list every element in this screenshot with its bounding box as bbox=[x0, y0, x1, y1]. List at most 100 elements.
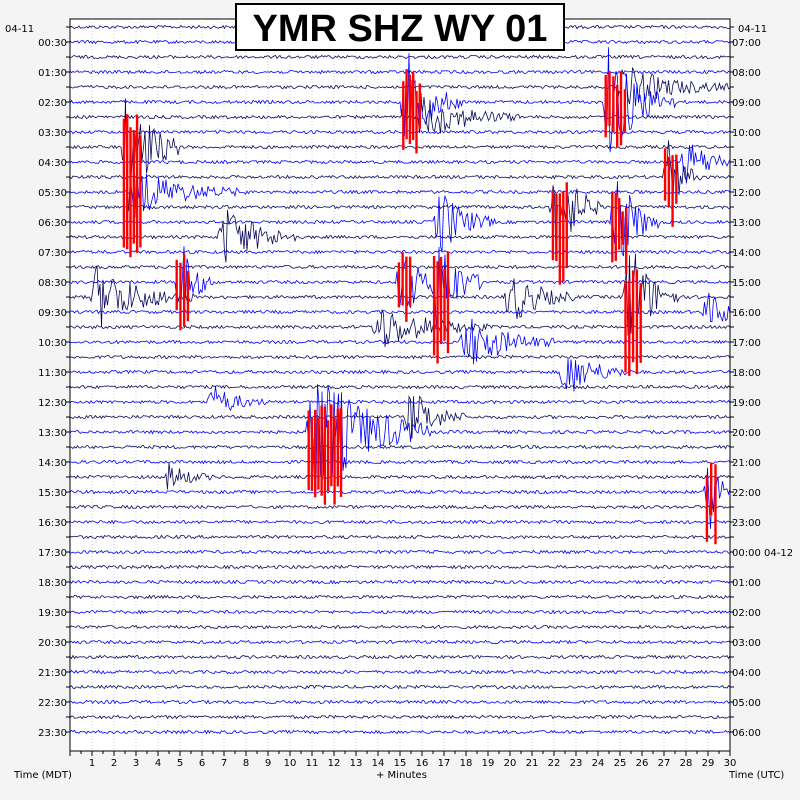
x-tick-label: 14 bbox=[372, 758, 385, 769]
left-tick-label: 22:30 bbox=[38, 698, 67, 709]
right-tick-label: 15:00 bbox=[732, 278, 761, 289]
right-tick-label: 03:00 bbox=[732, 638, 761, 649]
left-date-label: 04-11 bbox=[5, 24, 34, 35]
left-tick-label: 14:30 bbox=[38, 458, 67, 469]
right-tick-label: 08:00 bbox=[732, 68, 761, 79]
trace-line bbox=[69, 639, 731, 645]
chart-title: YMR SHZ WY 01 bbox=[253, 8, 548, 50]
x-tick-label: 6 bbox=[199, 758, 205, 769]
right-tick-label: 02:00 bbox=[732, 608, 761, 619]
x-tick-label: 7 bbox=[221, 758, 227, 769]
x-tick-label: 4 bbox=[155, 758, 161, 769]
right-tick-label: 23:00 bbox=[732, 518, 761, 529]
right-tick-label: 00:00 04-12 bbox=[732, 548, 793, 559]
left-tick-label: 03:30 bbox=[38, 128, 67, 139]
trace-line bbox=[69, 384, 731, 390]
x-tick-label: 11 bbox=[306, 758, 319, 769]
left-tick-label: 10:30 bbox=[38, 338, 67, 349]
right-tick-label: 09:00 bbox=[732, 98, 761, 109]
trace-line bbox=[69, 534, 731, 540]
left-tick-label: 00:30 bbox=[38, 38, 67, 49]
right-tick-label: 07:00 bbox=[732, 38, 761, 49]
left-tick-label: 13:30 bbox=[38, 428, 67, 439]
x-axis-ticks: 1 2 3 4 5 6 7 8 9 10 11 12 13 14 15 16 17 18 19 20 21 22 23 24 2… bbox=[69, 751, 737, 769]
left-tick-label: 19:30 bbox=[38, 608, 67, 619]
trace-line bbox=[69, 594, 731, 600]
left-tick-label: 12:30 bbox=[38, 398, 67, 409]
x-tick-label: 28 bbox=[680, 758, 693, 769]
x-tick-label: 22 bbox=[548, 758, 561, 769]
trace-line bbox=[69, 729, 731, 735]
x-tick-label: 10 bbox=[284, 758, 297, 769]
x-tick-label: 9 bbox=[265, 758, 271, 769]
trace-line bbox=[69, 504, 731, 510]
trace-line bbox=[69, 354, 731, 360]
trace-line bbox=[69, 384, 731, 491]
right-tick-label: 21:00 bbox=[732, 458, 761, 469]
x-tick-label: 16 bbox=[416, 758, 429, 769]
x-tick-label: 17 bbox=[438, 758, 451, 769]
left-tick-label: 20:30 bbox=[38, 638, 67, 649]
right-tick-label: 06:00 bbox=[732, 728, 761, 739]
x-axis-label: + Minutes bbox=[376, 770, 427, 781]
left-tick-label: 06:30 bbox=[38, 218, 67, 229]
trace-line bbox=[69, 669, 731, 675]
left-tick-label: 04:30 bbox=[38, 158, 67, 169]
left-tick-label: 23:30 bbox=[38, 728, 67, 739]
x-tick-label: 27 bbox=[658, 758, 671, 769]
trace-line bbox=[69, 519, 731, 525]
left-axis-ticks: 00:30 01:30 02:30 03:30 04:30 05:30 06:30 07:30… bbox=[38, 26, 70, 739]
x-tick-label: 1 bbox=[89, 758, 95, 769]
trace-line bbox=[69, 579, 731, 585]
trace-line bbox=[69, 549, 731, 555]
trace-line bbox=[69, 98, 731, 212]
x-tick-label: 30 bbox=[724, 758, 737, 769]
left-tick-label: 05:30 bbox=[38, 188, 67, 199]
trace-line bbox=[69, 444, 731, 450]
x-tick-label: 8 bbox=[243, 758, 249, 769]
right-tick-label: 14:00 bbox=[732, 248, 761, 259]
left-tick-label: 02:30 bbox=[38, 98, 67, 109]
left-tick-label: 18:30 bbox=[38, 578, 67, 589]
x-tick-label: 18 bbox=[460, 758, 473, 769]
left-tick-label: 21:30 bbox=[38, 668, 67, 679]
x-tick-label: 26 bbox=[636, 758, 649, 769]
seismic-traces bbox=[69, 24, 731, 735]
right-tick-label: 11:00 bbox=[732, 158, 761, 169]
x-tick-label: 21 bbox=[526, 758, 539, 769]
left-axis-label: Time (MDT) bbox=[13, 770, 72, 781]
right-tick-label: 20:00 bbox=[732, 428, 761, 439]
right-tick-label: 16:00 bbox=[732, 308, 761, 319]
trace-line bbox=[69, 654, 731, 660]
x-tick-label: 19 bbox=[482, 758, 495, 769]
x-tick-label: 15 bbox=[394, 758, 407, 769]
left-tick-label: 07:30 bbox=[38, 248, 67, 259]
left-tick-label: 15:30 bbox=[38, 488, 67, 499]
trace-line bbox=[69, 173, 731, 218]
title-box bbox=[235, 3, 565, 51]
minute-grid bbox=[91, 19, 709, 751]
right-tick-label: 12:00 bbox=[732, 188, 761, 199]
x-tick-label: 24 bbox=[592, 758, 605, 769]
right-tick-label: 04:00 bbox=[732, 668, 761, 679]
x-tick-label: 12 bbox=[328, 758, 341, 769]
x-tick-label: 20 bbox=[504, 758, 517, 769]
trace-line bbox=[69, 684, 731, 690]
trace-line bbox=[69, 358, 731, 392]
right-axis-label: Time (UTC) bbox=[728, 770, 784, 781]
left-tick-label: 08:30 bbox=[38, 278, 67, 289]
right-tick-label: 13:00 bbox=[732, 218, 761, 229]
x-tick-label: 3 bbox=[133, 758, 139, 769]
trace-line bbox=[69, 249, 731, 255]
trace-line bbox=[69, 459, 731, 465]
trace-line bbox=[69, 467, 731, 529]
x-tick-label: 2 bbox=[111, 758, 117, 769]
right-tick-label: 05:00 bbox=[732, 698, 761, 709]
trace-line bbox=[69, 318, 731, 365]
x-tick-label: 13 bbox=[350, 758, 363, 769]
x-tick-label: 29 bbox=[702, 758, 715, 769]
trace-line bbox=[69, 462, 731, 490]
right-tick-label: 19:00 bbox=[732, 398, 761, 409]
right-tick-label: 01:00 bbox=[732, 578, 761, 589]
